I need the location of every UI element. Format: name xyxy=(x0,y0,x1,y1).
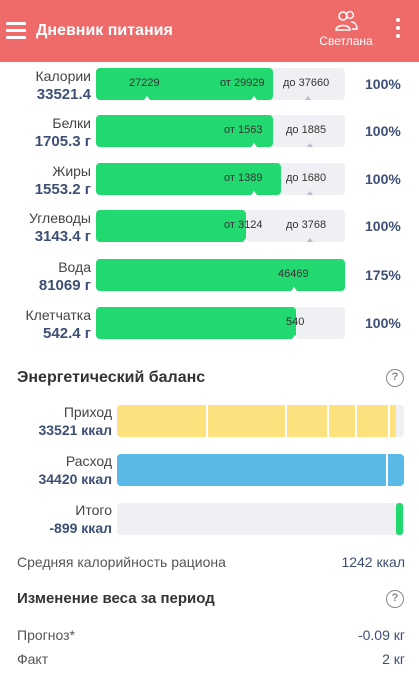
marker-tick xyxy=(307,238,313,242)
fact-label: Факт xyxy=(17,651,49,667)
nutrient-progress-bar: от 1563 до 1885 xyxy=(96,115,345,147)
forecast-value: -0.09 кг xyxy=(357,627,405,643)
nutrient-value: 33521.4 xyxy=(36,86,91,103)
marker-tick xyxy=(144,96,150,100)
avg-calorie-label: Средняя калорийность рациона xyxy=(17,554,226,570)
forecast-label: Прогноз* xyxy=(17,627,75,643)
nutrient-value: 1705.3 г xyxy=(34,133,91,150)
nutrient-percent: 100% xyxy=(365,171,401,187)
nutrient-row-water[interactable]: Вода 81069 г 46469 175% xyxy=(0,257,419,301)
bar-label-min: от 3124 xyxy=(224,219,263,231)
energy-name: Расход xyxy=(65,453,112,469)
energy-balance-title: Энергетический баланс xyxy=(17,369,206,386)
nutrient-name: Углеводы xyxy=(28,210,91,226)
bar-label-max: до 1885 xyxy=(286,124,327,136)
marker-tick xyxy=(292,335,298,339)
progress-fill xyxy=(96,68,273,100)
app-bar: Дневник питания Светлана xyxy=(0,0,419,62)
nutrient-percent: 100% xyxy=(365,123,401,139)
nutrient-name: Калории xyxy=(35,68,91,84)
energy-fill xyxy=(117,454,404,486)
page-title: Дневник питания xyxy=(36,22,173,39)
marker-tick xyxy=(291,287,297,291)
progress-fill xyxy=(96,259,345,291)
nutrient-progress-bar: 540 xyxy=(96,307,345,339)
nutrient-percent: 100% xyxy=(365,315,401,331)
nutrient-name: Белки xyxy=(52,115,91,131)
nutrient-progress-bar: от 1389 до 1680 xyxy=(96,163,345,195)
nutrient-row-fat[interactable]: Жиры 1553.2 г от 1389 до 1680 100% xyxy=(0,161,419,205)
nutrient-name: Вода xyxy=(58,259,91,275)
users-icon xyxy=(335,10,358,31)
nutrient-name: Жиры xyxy=(52,163,91,179)
fact-value: 2 кг xyxy=(382,651,405,667)
marker-tick xyxy=(251,143,257,147)
nutrient-row-calories[interactable]: Калории 33521.4 27229 от 29929 до 37660 … xyxy=(0,66,419,110)
energy-fill xyxy=(117,405,396,437)
nutrient-percent: 175% xyxy=(365,267,401,283)
bar-label-max: до 3768 xyxy=(286,219,327,231)
bar-label-min: от 1563 xyxy=(224,124,263,136)
weight-change-title: Изменение веса за период xyxy=(17,590,215,607)
forecast-row: Прогноз* -0.09 кг xyxy=(17,627,405,643)
nutrient-progress-bar: от 3124 до 3768 xyxy=(96,210,345,242)
hamburger-icon[interactable] xyxy=(6,22,26,40)
marker-tick xyxy=(307,143,313,147)
nutrient-value: 81069 г xyxy=(38,277,91,294)
user-switch-button[interactable]: Светлана xyxy=(315,10,377,54)
progress-fill xyxy=(96,307,296,339)
bar-segment-divider xyxy=(388,405,390,437)
energy-row-total: Итого -899 ккал xyxy=(0,502,419,546)
bar-label-max: до 37660 xyxy=(283,77,330,89)
bar-label-min: 540 xyxy=(286,316,305,328)
bar-segment-divider xyxy=(285,405,287,437)
energy-bar xyxy=(117,503,404,535)
energy-name: Итого xyxy=(75,502,112,518)
nutrient-progress-bar: 27229 от 29929 до 37660 xyxy=(96,68,345,100)
nutrient-progress-bar: 46469 xyxy=(96,259,345,291)
energy-total-marker xyxy=(396,503,403,535)
more-vertical-icon[interactable] xyxy=(392,18,404,44)
energy-value: 33521 ккал xyxy=(38,422,112,438)
nutrient-row-carbs[interactable]: Углеводы 3143.4 г от 3124 до 3768 100% xyxy=(0,208,419,252)
bar-label-min: от 1389 xyxy=(224,172,263,184)
bar-label-min: 46469 xyxy=(278,268,309,280)
progress-fill xyxy=(96,163,281,195)
marker-tick xyxy=(243,238,249,242)
user-name: Светлана xyxy=(319,34,373,48)
energy-row-intake: Приход 33521 ккал xyxy=(0,404,419,448)
bar-label-max: до 1680 xyxy=(286,172,327,184)
bar-segment-divider xyxy=(327,405,329,437)
nutrient-row-fiber[interactable]: Клетчатка 542.4 г 540 100% xyxy=(0,305,419,349)
progress-fill xyxy=(96,115,273,147)
energy-bar xyxy=(117,405,404,437)
energy-name: Приход xyxy=(63,404,112,420)
avg-calorie-row: Средняя калорийность рациона 1242 ккал xyxy=(17,554,405,570)
marker-tick xyxy=(251,191,257,195)
energy-row-expense: Расход 34420 ккал xyxy=(0,453,419,497)
nutrient-percent: 100% xyxy=(365,218,401,234)
marker-tick xyxy=(305,96,311,100)
bar-segment-divider xyxy=(386,454,388,486)
nutrient-value: 542.4 г xyxy=(43,325,91,342)
nutrient-row-protein[interactable]: Белки 1705.3 г от 1563 до 1885 100% xyxy=(0,113,419,157)
avg-calorie-value: 1242 ккал xyxy=(341,554,405,570)
nutrient-percent: 100% xyxy=(365,76,401,92)
bar-label-start: 27229 xyxy=(129,77,160,89)
energy-value: -899 ккал xyxy=(49,520,112,536)
energy-bar xyxy=(117,454,404,486)
nutrient-value: 1553.2 г xyxy=(34,181,91,198)
fact-row: Факт 2 кг xyxy=(17,651,405,667)
bar-label-min: от 29929 xyxy=(220,77,265,89)
help-circle-icon[interactable]: ? xyxy=(386,590,404,608)
marker-tick xyxy=(307,191,313,195)
nutrient-name: Клетчатка xyxy=(25,307,91,323)
help-circle-icon[interactable]: ? xyxy=(386,369,404,387)
bar-segment-divider xyxy=(355,405,357,437)
bar-segment-divider xyxy=(206,405,208,437)
marker-tick xyxy=(251,96,257,100)
nutrient-value: 3143.4 г xyxy=(34,228,91,245)
energy-value: 34420 ккал xyxy=(38,471,112,487)
progress-fill xyxy=(96,210,246,242)
